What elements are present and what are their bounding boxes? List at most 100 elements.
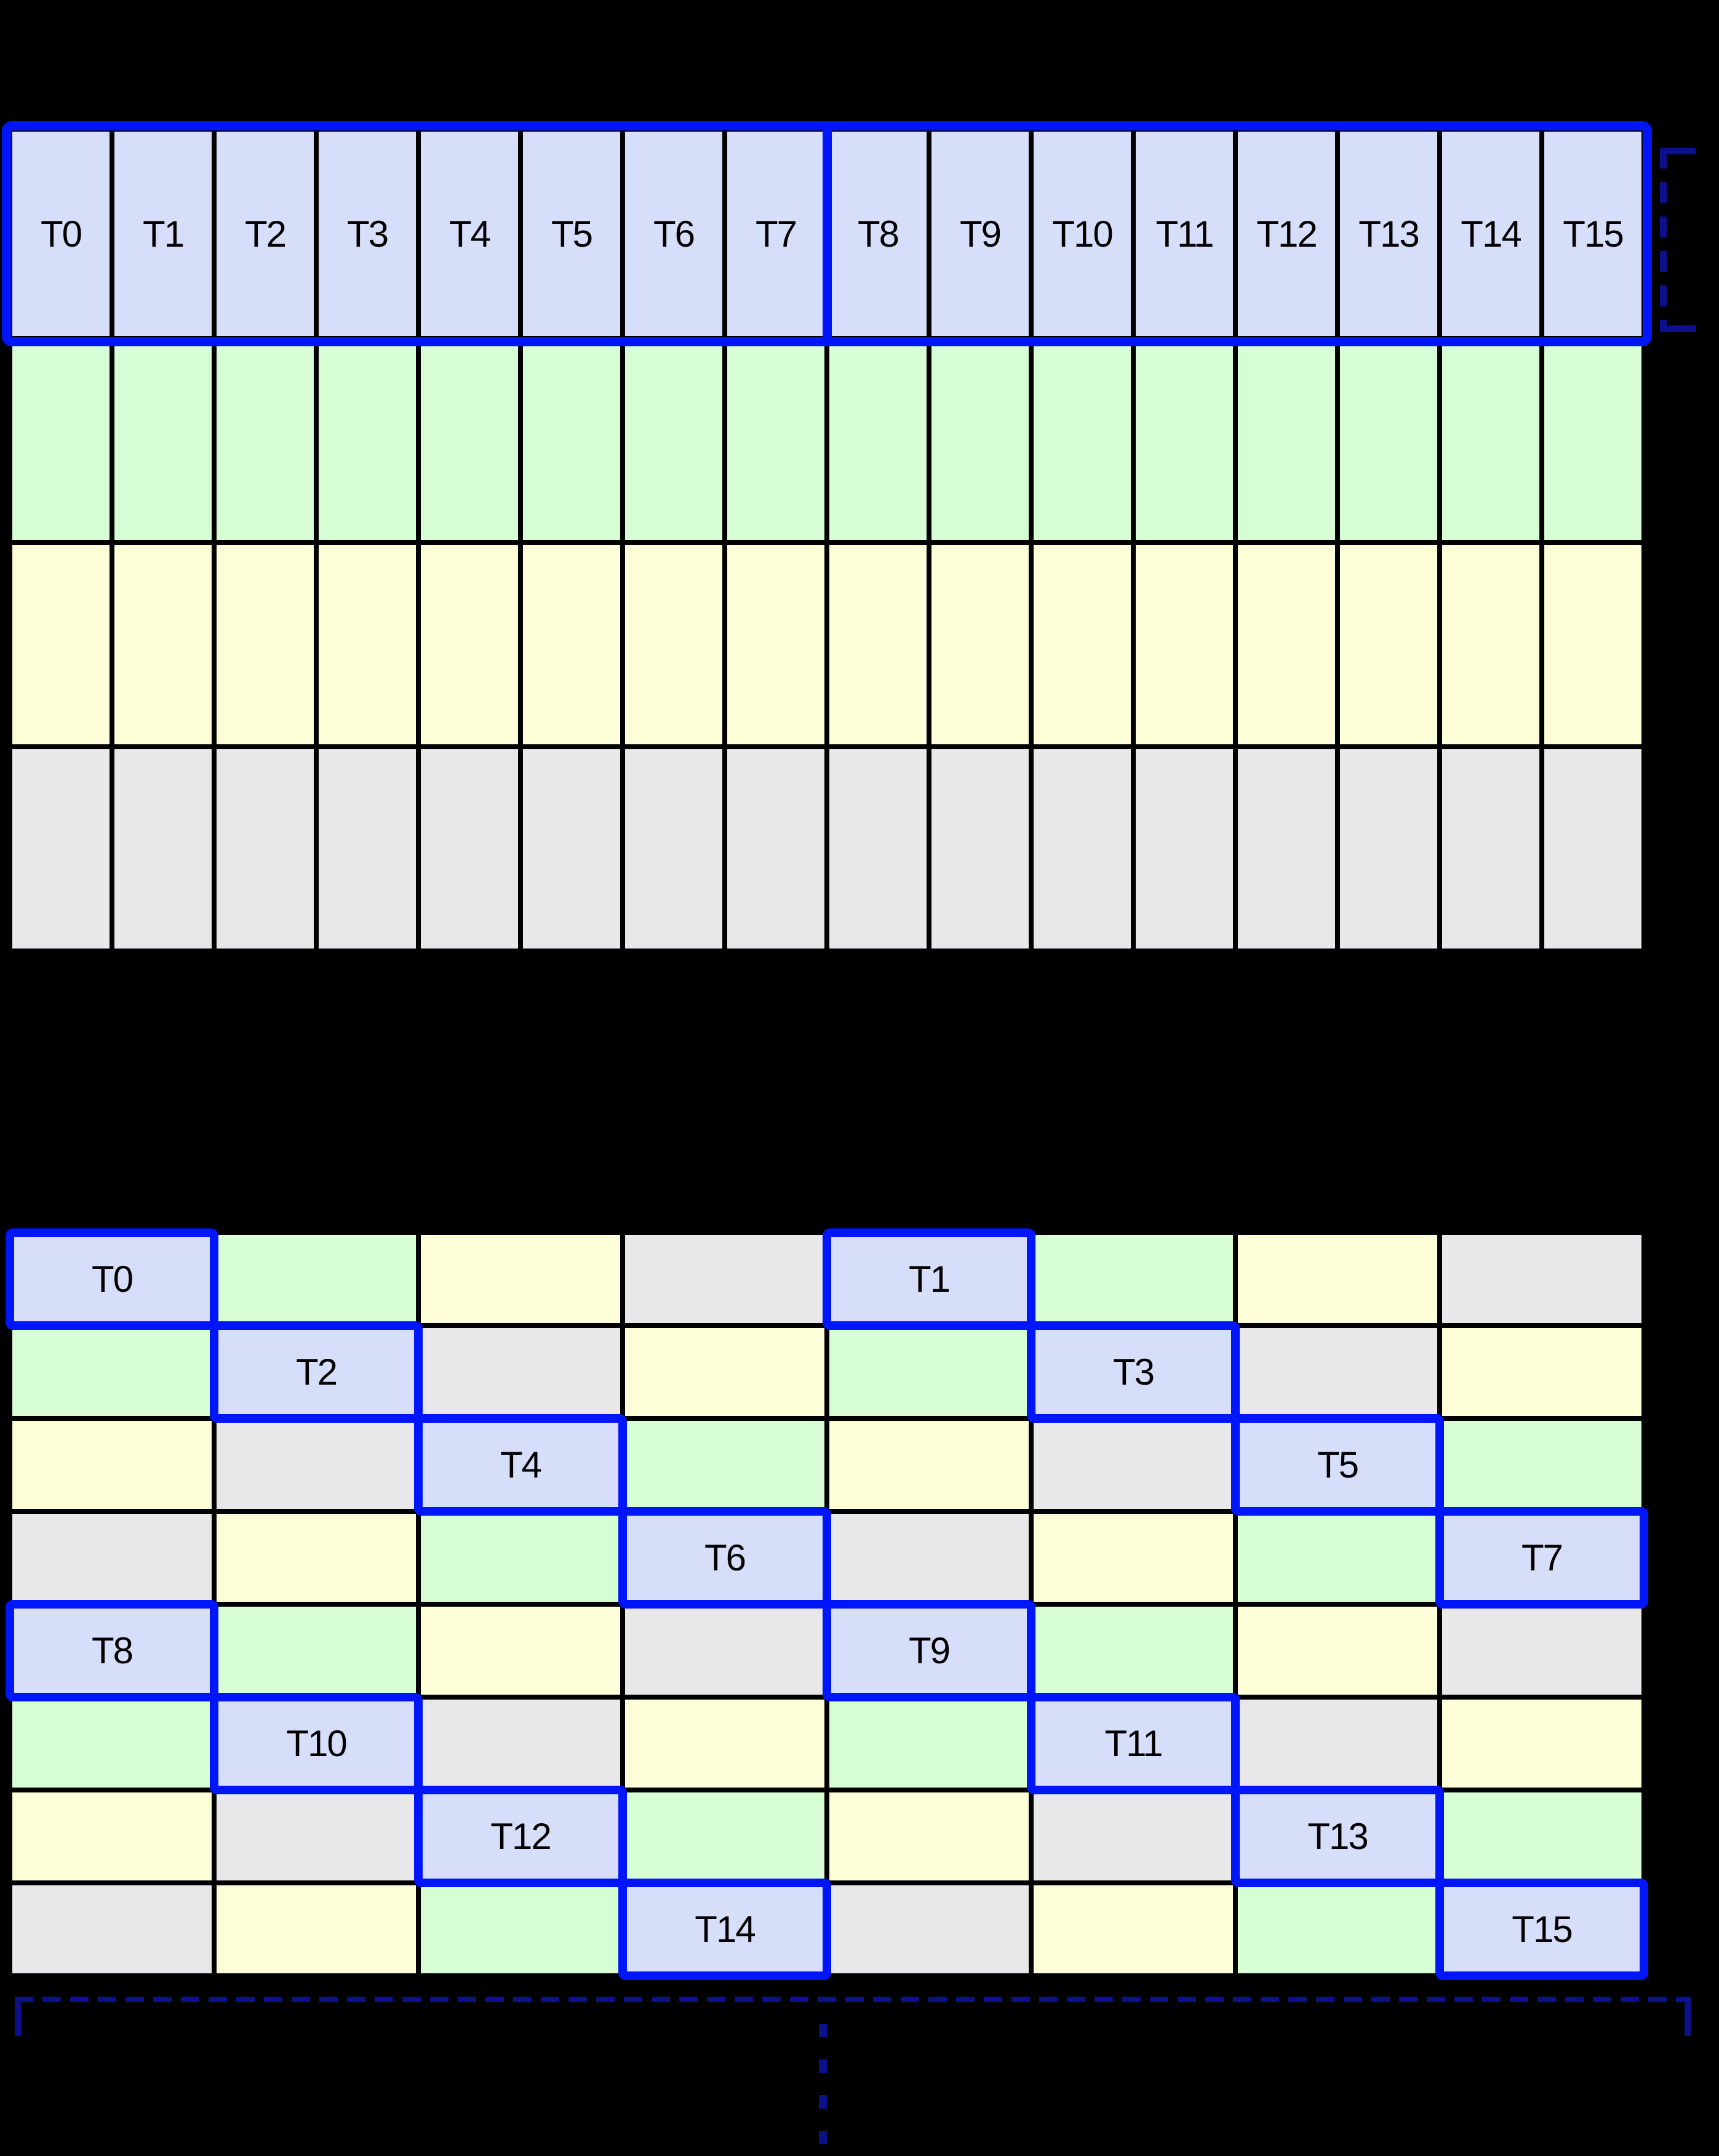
thread-label: T3	[1112, 1351, 1155, 1393]
thread-cell: T13	[1338, 129, 1440, 338]
memory-cell	[214, 1233, 418, 1326]
memory-cell	[10, 1790, 214, 1883]
thread-cell: T0	[10, 1233, 214, 1326]
memory-cell	[1031, 1604, 1235, 1697]
memory-cell	[418, 1697, 623, 1790]
memory-cell	[623, 1326, 827, 1418]
memory-cell	[1440, 1418, 1644, 1511]
memory-cell	[1235, 1326, 1440, 1418]
thread-label: T6	[653, 213, 695, 255]
grid-span-bracket-left-tick	[15, 1997, 21, 2036]
thread-cell: T8	[10, 1604, 214, 1697]
memory-cell	[1542, 543, 1644, 747]
memory-cell	[10, 1697, 214, 1790]
memory-cell	[520, 543, 623, 747]
thread-label: T10	[286, 1723, 347, 1764]
thread-cell: T2	[214, 129, 316, 338]
memory-cell	[316, 747, 418, 951]
memory-cell	[827, 1418, 1031, 1511]
thread-cell: T13	[1235, 1790, 1440, 1883]
thread-label: T11	[1155, 213, 1214, 255]
thread-label: T4	[500, 1444, 542, 1486]
memory-cell	[1031, 543, 1133, 747]
memory-cell	[1440, 1604, 1644, 1697]
memory-cell	[1031, 1883, 1235, 1976]
thread-cell: T5	[520, 129, 623, 338]
memory-cell	[112, 543, 214, 747]
memory-cell	[623, 1604, 827, 1697]
memory-cell	[418, 747, 520, 951]
thread-label: T7	[755, 213, 797, 255]
thread-cell: T5	[1235, 1418, 1440, 1511]
ellipsis-dash	[819, 2095, 827, 2109]
memory-cell	[1235, 1697, 1440, 1790]
grid-span-bracket-right-tick	[1685, 1997, 1691, 2036]
thread-label: T14	[695, 1909, 756, 1950]
thread-label: T5	[1317, 1444, 1359, 1486]
thread-cell: T4	[418, 129, 520, 338]
memory-cell	[10, 338, 112, 543]
memory-cell	[1133, 747, 1235, 951]
memory-cell	[623, 1233, 827, 1326]
memory-cell	[1338, 747, 1440, 951]
thread-label: T0	[40, 213, 82, 255]
memory-cell	[623, 1790, 827, 1883]
thread-cell: T14	[1440, 129, 1542, 338]
memory-cell	[316, 543, 418, 747]
thread-label: T8	[91, 1630, 134, 1671]
memory-cell	[10, 1883, 214, 1976]
memory-cell	[1235, 747, 1338, 951]
memory-cell	[214, 747, 316, 951]
ellipsis-dash	[819, 2059, 827, 2073]
memory-cell	[1440, 1233, 1644, 1326]
thread-label: T5	[551, 213, 593, 255]
thread-cell: T11	[1133, 129, 1235, 338]
thread-cell: T1	[112, 129, 214, 338]
thread-cell: T0	[10, 129, 112, 338]
row-span-bracket-top-arm	[1660, 148, 1696, 154]
thread-label: T3	[346, 213, 389, 255]
thread-label: T14	[1461, 213, 1522, 255]
thread-label: T11	[1104, 1723, 1163, 1764]
thread-cell: T12	[1235, 129, 1338, 338]
memory-cell	[623, 543, 725, 747]
thread-label: T1	[908, 1259, 951, 1300]
thread-cell: T10	[214, 1697, 418, 1790]
memory-cell	[1440, 338, 1542, 543]
memory-cell	[929, 338, 1031, 543]
memory-cell	[316, 338, 418, 543]
thread-label: T8	[857, 213, 899, 255]
memory-cell	[929, 747, 1031, 951]
memory-cell	[1235, 543, 1338, 747]
memory-cell	[10, 543, 112, 747]
thread-label: T13	[1358, 213, 1419, 255]
thread-cell: T6	[623, 1511, 827, 1604]
memory-cell	[214, 1883, 418, 1976]
thread-label: T12	[1256, 213, 1317, 255]
memory-cell	[725, 543, 827, 747]
thread-label: T15	[1563, 213, 1624, 255]
memory-cell	[725, 338, 827, 543]
memory-cell	[214, 543, 316, 747]
memory-cell	[623, 338, 725, 543]
thread-cell: T9	[827, 1604, 1031, 1697]
thread-label: T6	[704, 1537, 746, 1578]
memory-cell	[827, 543, 929, 747]
memory-cell	[1031, 1233, 1235, 1326]
thread-label: T1	[142, 213, 185, 255]
thread-cell: T14	[623, 1883, 827, 1976]
memory-cell	[214, 1511, 418, 1604]
memory-cell	[1542, 338, 1644, 543]
memory-cell	[418, 1604, 623, 1697]
thread-cell: T4	[418, 1418, 623, 1511]
memory-cell	[1440, 1697, 1644, 1790]
memory-cell	[10, 1418, 214, 1511]
memory-cell	[623, 1418, 827, 1511]
memory-cell	[214, 1418, 418, 1511]
memory-cell	[827, 1697, 1031, 1790]
row-span-bracket-bottom-arm	[1660, 325, 1696, 332]
memory-cell	[1440, 747, 1542, 951]
thread-label: T13	[1307, 1816, 1368, 1857]
memory-cell	[10, 1326, 214, 1418]
